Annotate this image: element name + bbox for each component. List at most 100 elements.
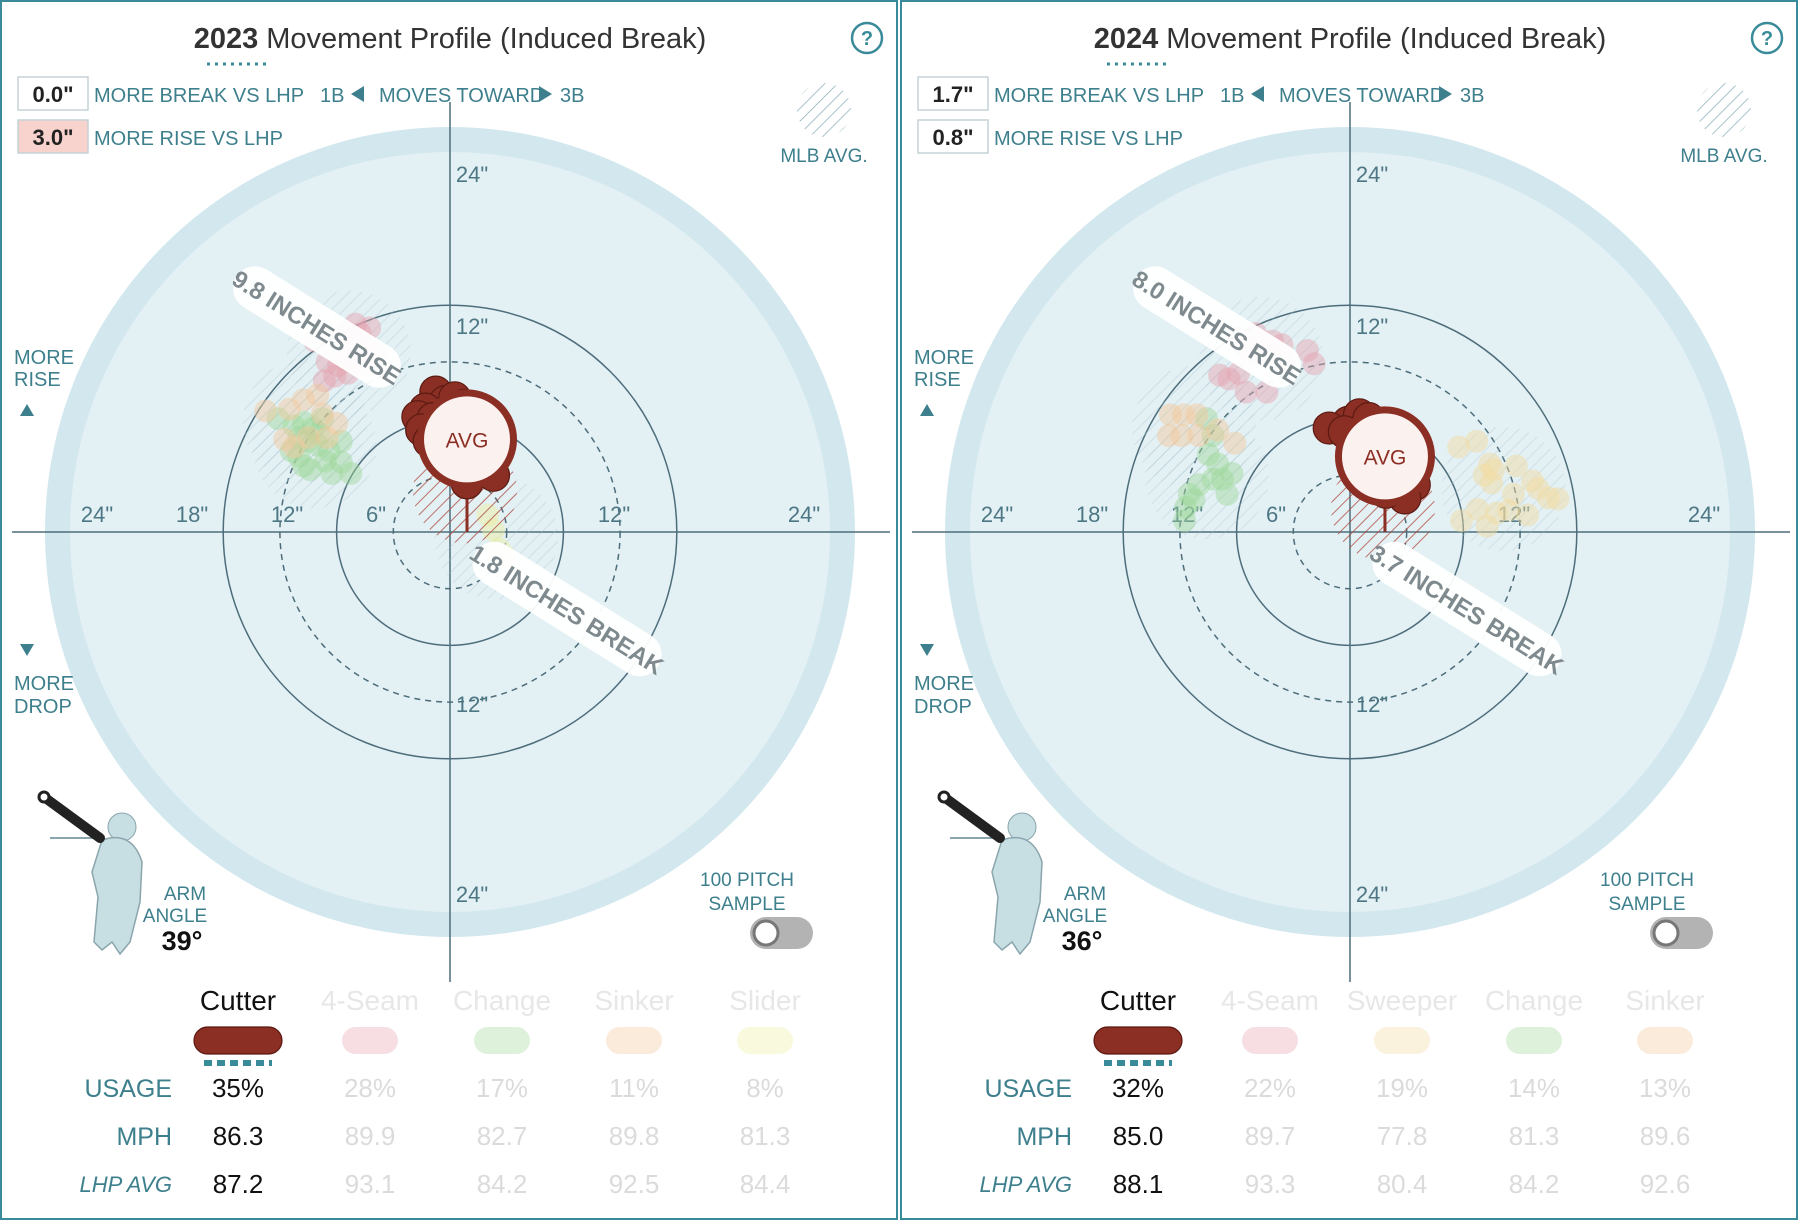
help-icon[interactable]: ? — [850, 21, 884, 55]
row-label-usage: USAGE — [984, 1075, 1072, 1103]
break-banner-bg — [1372, 541, 1562, 677]
point-sweeper-15 — [1516, 503, 1540, 527]
arrow-right-icon — [539, 86, 552, 102]
more-rise-side-line1: MORE — [14, 347, 74, 369]
moves-1b-label: 1B — [320, 85, 344, 107]
point-sweeper-12 — [1466, 497, 1490, 521]
mlb-avg-zone-sweeper — [1441, 426, 1566, 551]
more-rise-value: 3.0" — [32, 125, 73, 150]
ring-label-left-6: 6" — [366, 502, 386, 527]
point-sinker-1 — [306, 383, 330, 407]
row-label-usage: USAGE — [84, 1075, 172, 1103]
more-drop-line2: DROP — [914, 696, 972, 718]
more-rise-box — [17, 119, 89, 154]
pitch-usage: 8% — [746, 1073, 784, 1103]
pitcher-arm — [39, 792, 105, 843]
point-change-12 — [1173, 509, 1197, 533]
mlb-avg-legend-icon — [1697, 83, 1751, 137]
sample-toggle[interactable] — [750, 917, 813, 949]
point-sinker-2 — [1185, 403, 1209, 427]
point-change-7 — [306, 433, 330, 457]
pitch-tab-sinker[interactable]: Sinker 11% 89.8 92.5 — [594, 985, 673, 1199]
point-change-11 — [292, 454, 316, 478]
pitch-tab-cutter[interactable]: Cutter 35% 86.3 87.2 — [193, 985, 283, 1199]
pitch-name: Cutter — [200, 985, 276, 1016]
pitch-tab-sinker[interactable]: Sinker 13% 89.6 92.6 — [1625, 985, 1704, 1199]
pitch-usage: 35% — [212, 1073, 264, 1103]
pitcher-head — [1007, 812, 1037, 842]
help-icon[interactable]: ? — [1750, 21, 1784, 55]
arrow-left-icon — [1251, 86, 1264, 102]
sample-toggle[interactable] — [1650, 917, 1713, 949]
arm-angle-label-1: ARM — [1064, 884, 1106, 905]
pitch-tab-change[interactable]: Change 17% 82.7 84.2 — [453, 985, 551, 1199]
point-change-10 — [1182, 488, 1206, 512]
point-sweeper-13 — [1484, 501, 1508, 525]
help-icon-circle — [850, 21, 884, 55]
pitch-pill — [1242, 1027, 1298, 1054]
rise-banner-bg — [233, 266, 401, 388]
title-text: Movement Profile (Induced Break) — [1158, 23, 1606, 55]
pitch-lhp-avg: 84.4 — [740, 1169, 791, 1199]
point-change-4 — [310, 407, 334, 431]
point-change-5 — [1210, 467, 1234, 491]
point-sweeper-16 — [1475, 514, 1499, 538]
pitch-lhp-avg: 93.1 — [345, 1169, 396, 1199]
pitch-tab-change[interactable]: Change 14% 81.3 84.2 — [1485, 985, 1583, 1199]
pitch-lhp-avg: 93.3 — [1245, 1169, 1296, 1199]
point-change-3 — [301, 416, 325, 440]
point-change-16 — [339, 461, 363, 485]
pitch-tab-4-seam[interactable]: 4-Seam 22% 89.7 93.3 — [1221, 985, 1319, 1199]
point-change-10 — [287, 444, 311, 468]
pitch-lhp-avg: 80.4 — [1377, 1169, 1428, 1199]
ball-icon — [937, 790, 951, 804]
pitch-tab-4-seam[interactable]: 4-Seam 28% 89.9 93.1 — [321, 985, 419, 1199]
pitch-pill — [606, 1027, 662, 1054]
pitch-name: Slider — [729, 985, 801, 1016]
pitch-lhp-avg: 92.6 — [1640, 1169, 1691, 1199]
more-rise-side-line2: RISE — [914, 369, 961, 391]
point-change-4 — [1220, 461, 1244, 485]
point-4-seam-13 — [1217, 367, 1241, 391]
mlb-avg-zone-sinker — [1132, 366, 1257, 491]
point-sweeper-2 — [1478, 452, 1502, 476]
point-sinker-0 — [292, 388, 316, 412]
arm-angle-value: 36° — [1062, 926, 1103, 956]
sample-label-2: SAMPLE — [1608, 894, 1685, 915]
arrow-down-icon — [20, 644, 34, 656]
point-sinker-5 — [1187, 424, 1211, 448]
more-break-box — [917, 76, 989, 111]
ring-label-top-24: 24" — [456, 162, 488, 187]
ring-label-right-12: 12" — [598, 502, 630, 527]
point-change-8 — [317, 439, 341, 463]
chart-title: 2023 Movement Profile (Induced Break) — [194, 23, 707, 55]
pitch-tab-sweeper[interactable]: Sweeper 19% 77.8 80.4 — [1347, 985, 1458, 1199]
pitcher-icon — [937, 790, 1043, 956]
more-drop-line1: MORE — [14, 673, 74, 695]
point-change-3 — [1206, 452, 1230, 476]
point-sweeper-5 — [1480, 471, 1504, 495]
more-rise-side-line1: MORE — [914, 347, 974, 369]
moves-3b-label: 3B — [560, 85, 584, 107]
pitch-usage: 28% — [344, 1073, 396, 1103]
row-label-lhp-avg: LHP AVG — [79, 1172, 172, 1197]
mlb-avg-label: MLB AVG. — [1680, 146, 1767, 167]
point-change-17 — [329, 429, 353, 453]
pitch-tab-cutter[interactable]: Cutter 32% 85.0 88.1 — [1093, 985, 1183, 1199]
pitcher-icon — [37, 790, 143, 956]
pitch-lhp-avg: 84.2 — [1509, 1169, 1560, 1199]
pitch-pill — [342, 1027, 398, 1054]
pitch-tab-slider[interactable]: Slider 8% 81.3 84.4 — [729, 985, 801, 1199]
point-change-8 — [1177, 482, 1201, 506]
point-change-14 — [329, 450, 353, 474]
point-sweeper-10 — [1546, 487, 1570, 511]
point-4-seam-16 — [312, 369, 336, 393]
more-break-label: MORE BREAK VS LHP — [994, 85, 1204, 107]
point-sinker-0 — [1158, 403, 1182, 427]
title-year: 2023 — [194, 23, 259, 55]
point-sinker-2 — [310, 402, 334, 426]
ring-label-bottom-12: 12" — [456, 692, 488, 717]
point-change-13 — [313, 449, 337, 473]
point-sinker-4 — [315, 426, 339, 449]
